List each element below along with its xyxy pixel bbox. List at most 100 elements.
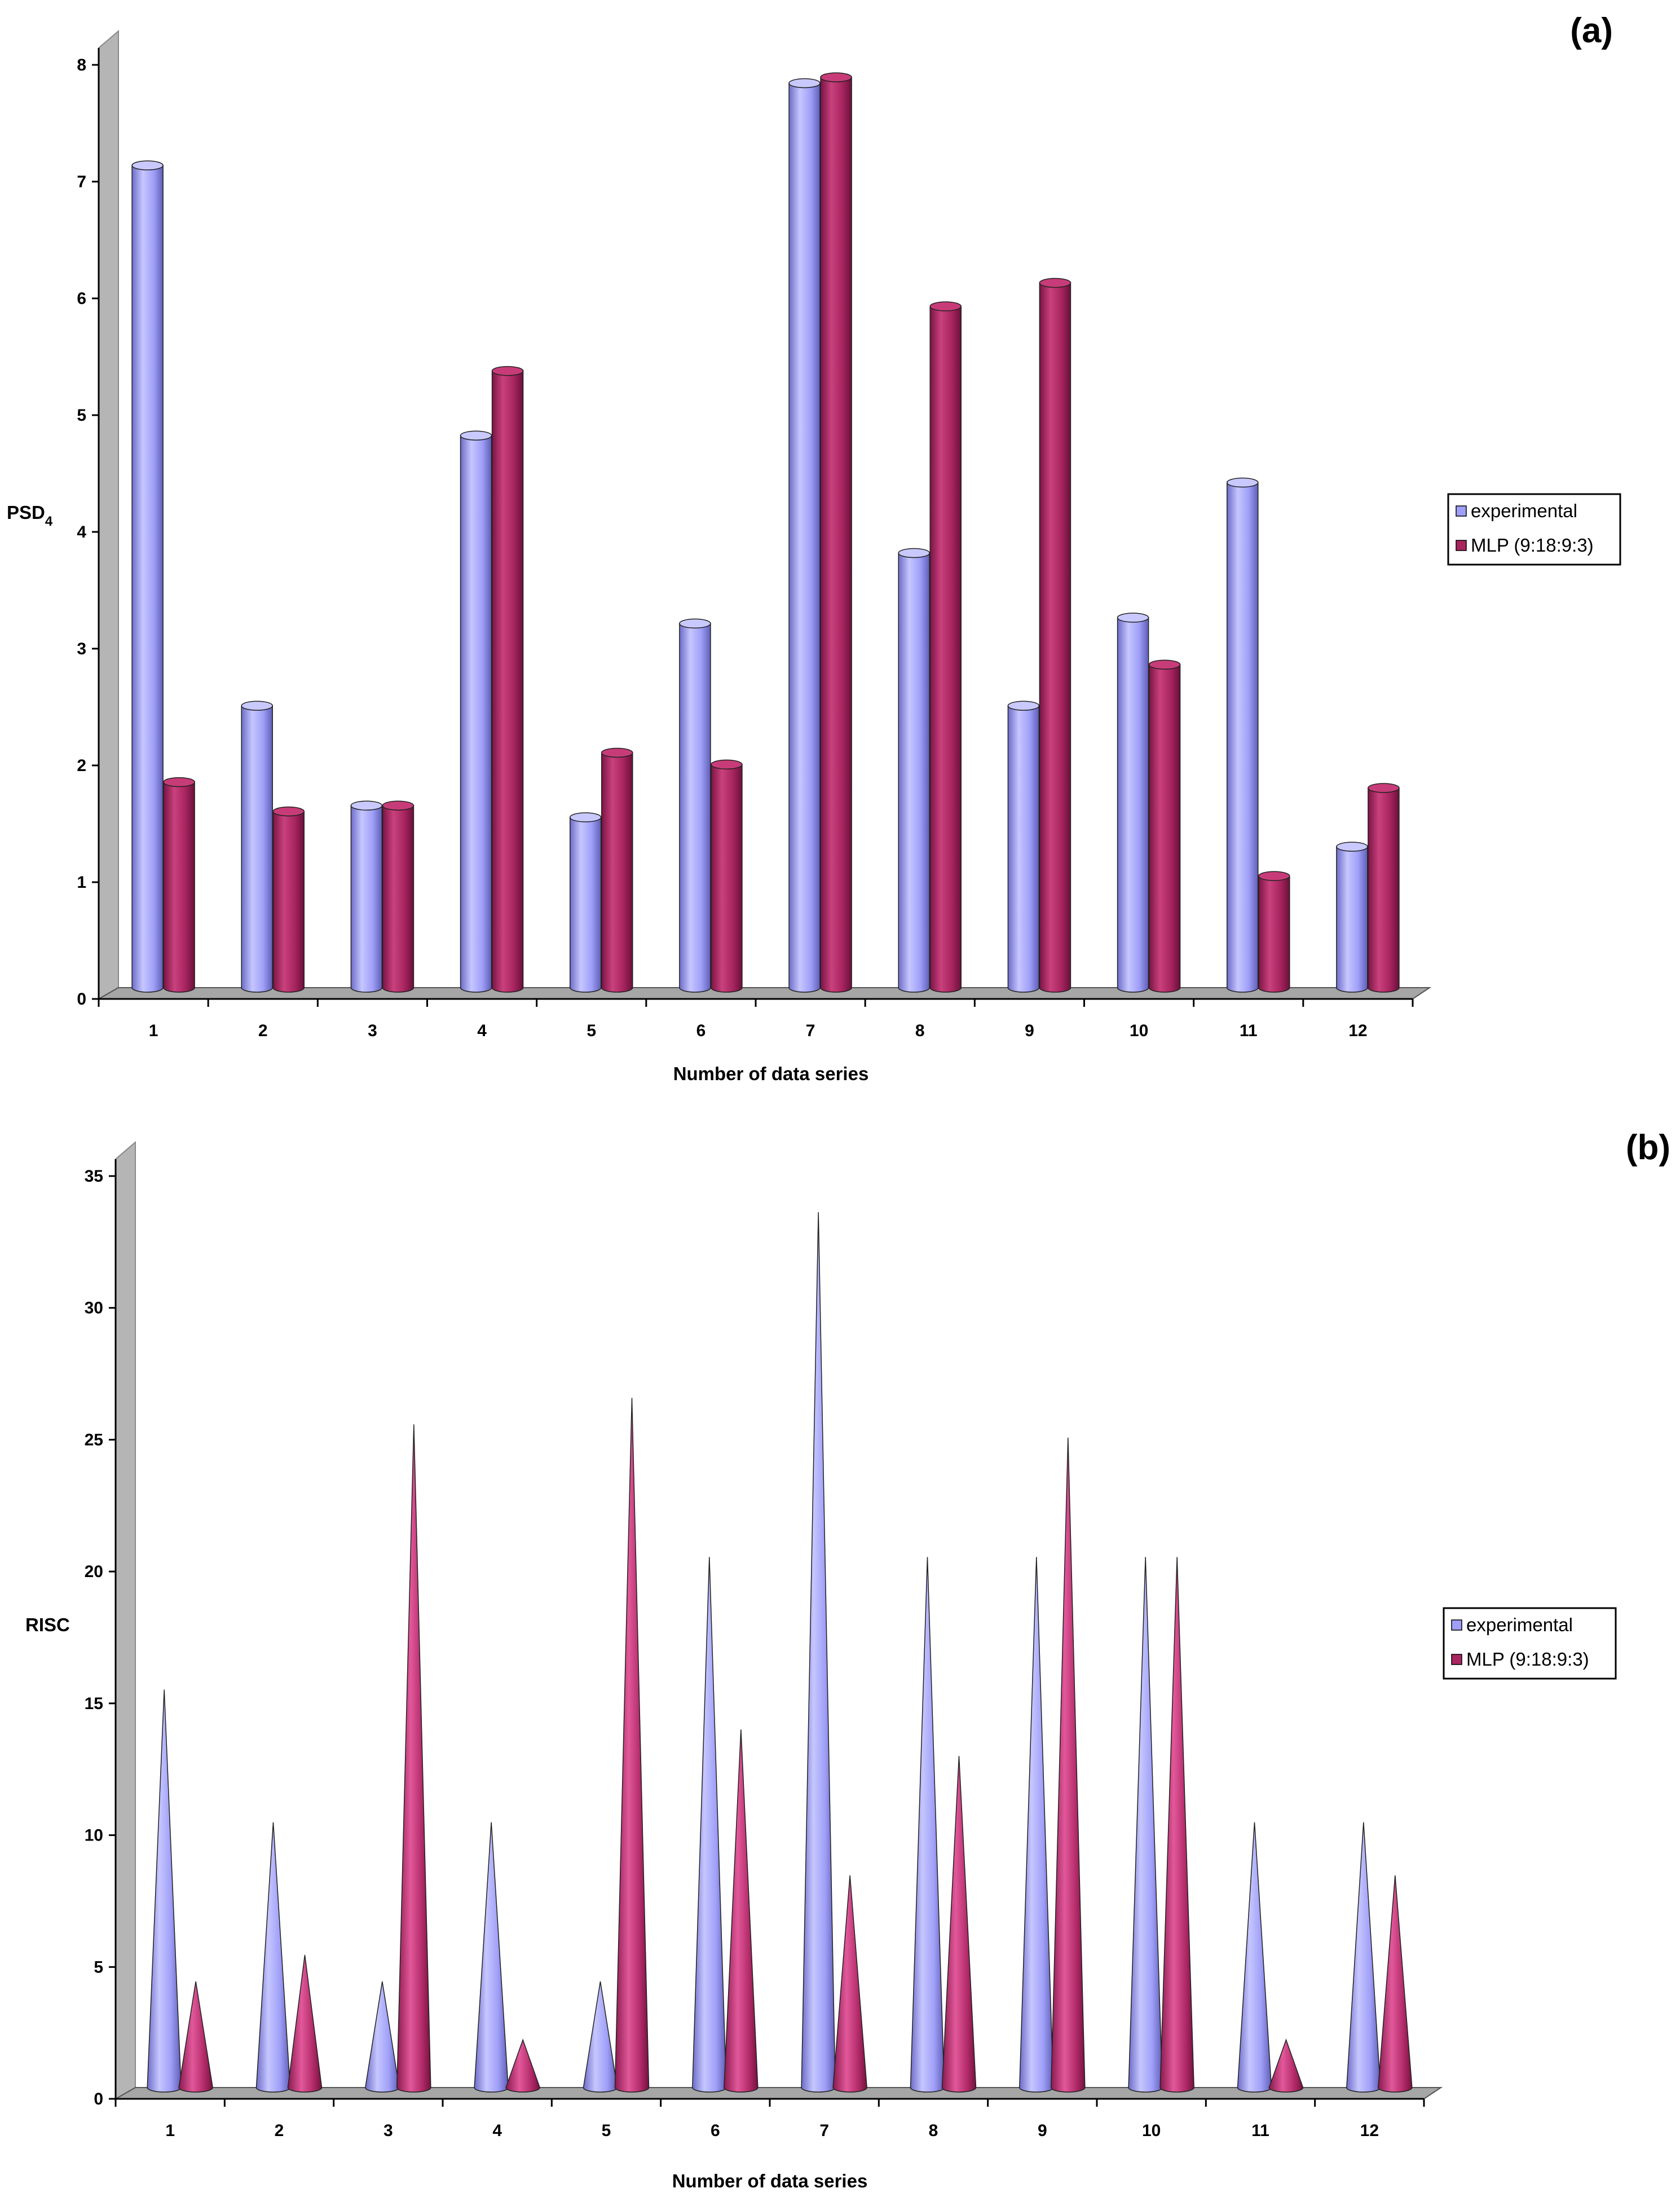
cone-mlp [614,1398,650,2093]
y-tick-label: 5 [77,406,86,425]
legend-box-a [1447,493,1621,566]
legend-label-mlp-a: MLP (9:18:9:3) [1471,535,1594,556]
legend-a: experimental MLP (9:18:9:3) [1447,493,1621,566]
bar-experimental [1227,477,1259,993]
bar-mlp [820,72,852,993]
y-tick-label: 6 [77,289,86,308]
x-tick-label: 3 [383,2121,393,2140]
x-tick-label: 9 [1025,1021,1034,1040]
bar-experimental [241,701,273,993]
x-tick-label: 11 [1251,2121,1269,2140]
y-tick-label: 5 [94,1958,103,1976]
bar-mlp [163,777,195,993]
panel-label-a: (a) [1570,11,1613,50]
bar-mlp [601,747,633,993]
y-tick-label: 25 [85,1430,103,1449]
x-tick-label: 8 [929,2121,938,2140]
bar-mlp [382,800,415,993]
x-tick-label: 1 [165,2121,175,2140]
y-tick-label: 35 [85,1167,103,1186]
cone-experimental [583,1981,618,2093]
y-tick-label: 4 [77,523,86,541]
x-tick-label: 2 [258,1021,268,1040]
legend-label-mlp-b: MLP (9:18:9:3) [1466,1649,1589,1670]
bar-experimental [131,160,164,993]
cone-experimental [1128,1557,1163,2093]
cone-experimental [910,1557,945,2093]
x-tick-label: 3 [368,1021,377,1040]
y-axis-label-a: PSD4 [7,502,53,529]
x-tick-label: 6 [711,2121,720,2140]
legend-swatch-mlp-b [1451,1654,1462,1665]
cone-experimental [692,1557,727,2093]
back-wall [98,29,119,1000]
cone-mlp [724,1729,759,2093]
panel-label-b: (b) [1626,1128,1670,1167]
y-tick-label: 2 [77,756,86,775]
x-tick-label: 4 [492,2121,502,2140]
x-tick-label: 8 [915,1021,925,1040]
legend-box-b [1443,1607,1617,1680]
x-tick-label: 2 [275,2121,284,2140]
bar-mlp [491,366,524,993]
y-tick-label: 8 [77,56,86,74]
y-tick-label: 0 [94,2090,103,2108]
legend-swatch-experimental-b [1451,1619,1462,1631]
cone-experimental [474,1822,509,2093]
cone-mlp [1159,1557,1194,2093]
x-tick-label: 7 [806,1021,815,1040]
cone-experimental [365,1981,400,2093]
x-tick-label: 1 [149,1021,158,1040]
cone-experimental [1019,1557,1054,2093]
bar-mlp [1368,783,1400,993]
bar-experimental [350,800,383,993]
x-tick-label: 5 [587,1021,596,1040]
bar-experimental [898,548,930,993]
legend-swatch-experimental-a [1456,505,1467,517]
y-tick-label: 10 [85,1826,103,1845]
back-wall [115,1141,136,2100]
bar-mlp [1148,659,1181,993]
x-axis-label-b: Number of data series [672,2170,868,2191]
y-tick-label: 0 [77,990,86,1009]
y-tick-label: 20 [85,1562,103,1581]
x-axis-label-a: Number of data series [673,1063,869,1084]
bar-experimental [1007,701,1040,993]
bar-mlp [711,759,743,993]
x-tick-label: 9 [1038,2121,1047,2140]
bar-experimental [1336,842,1368,993]
legend-b: experimental MLP (9:18:9:3) [1443,1607,1617,1680]
cone-mlp [396,1424,431,2093]
bar-experimental [1117,613,1149,993]
cone-experimental [801,1212,836,2093]
bar-experimental [679,618,711,993]
y-tick-label: 1 [77,873,86,892]
y-axis-label-b: RISC [25,1614,70,1635]
x-tick-label: 7 [819,2121,829,2140]
cone-mlp [178,1981,213,2093]
cone-mlp [505,2038,540,2093]
cone-mlp [941,1756,977,2093]
bar-mlp [929,301,962,993]
legend-swatch-mlp-a [1456,540,1467,551]
cone-mlp [1268,2038,1304,2093]
bar-experimental [788,78,821,993]
y-tick-label: 15 [85,1694,103,1713]
bar-mlp [272,806,305,993]
cone-mlp [287,1954,323,2093]
cone-mlp [1378,1875,1413,2093]
y-axis-label-a-subscript: 4 [45,514,53,529]
x-tick-label: 10 [1142,2121,1161,2140]
y-tick-label: 30 [85,1299,103,1318]
legend-label-experimental-b: experimental [1466,1614,1573,1635]
x-tick-label: 11 [1240,1021,1258,1040]
bar-experimental [570,812,602,993]
bar-experimental [460,430,492,993]
x-tick-label: 10 [1130,1021,1148,1040]
y-axis-label-a-text: PSD [7,502,45,523]
bar-mlp [1039,278,1072,993]
cone-mlp [1051,1437,1086,2093]
legend-label-experimental-a: experimental [1471,500,1577,521]
